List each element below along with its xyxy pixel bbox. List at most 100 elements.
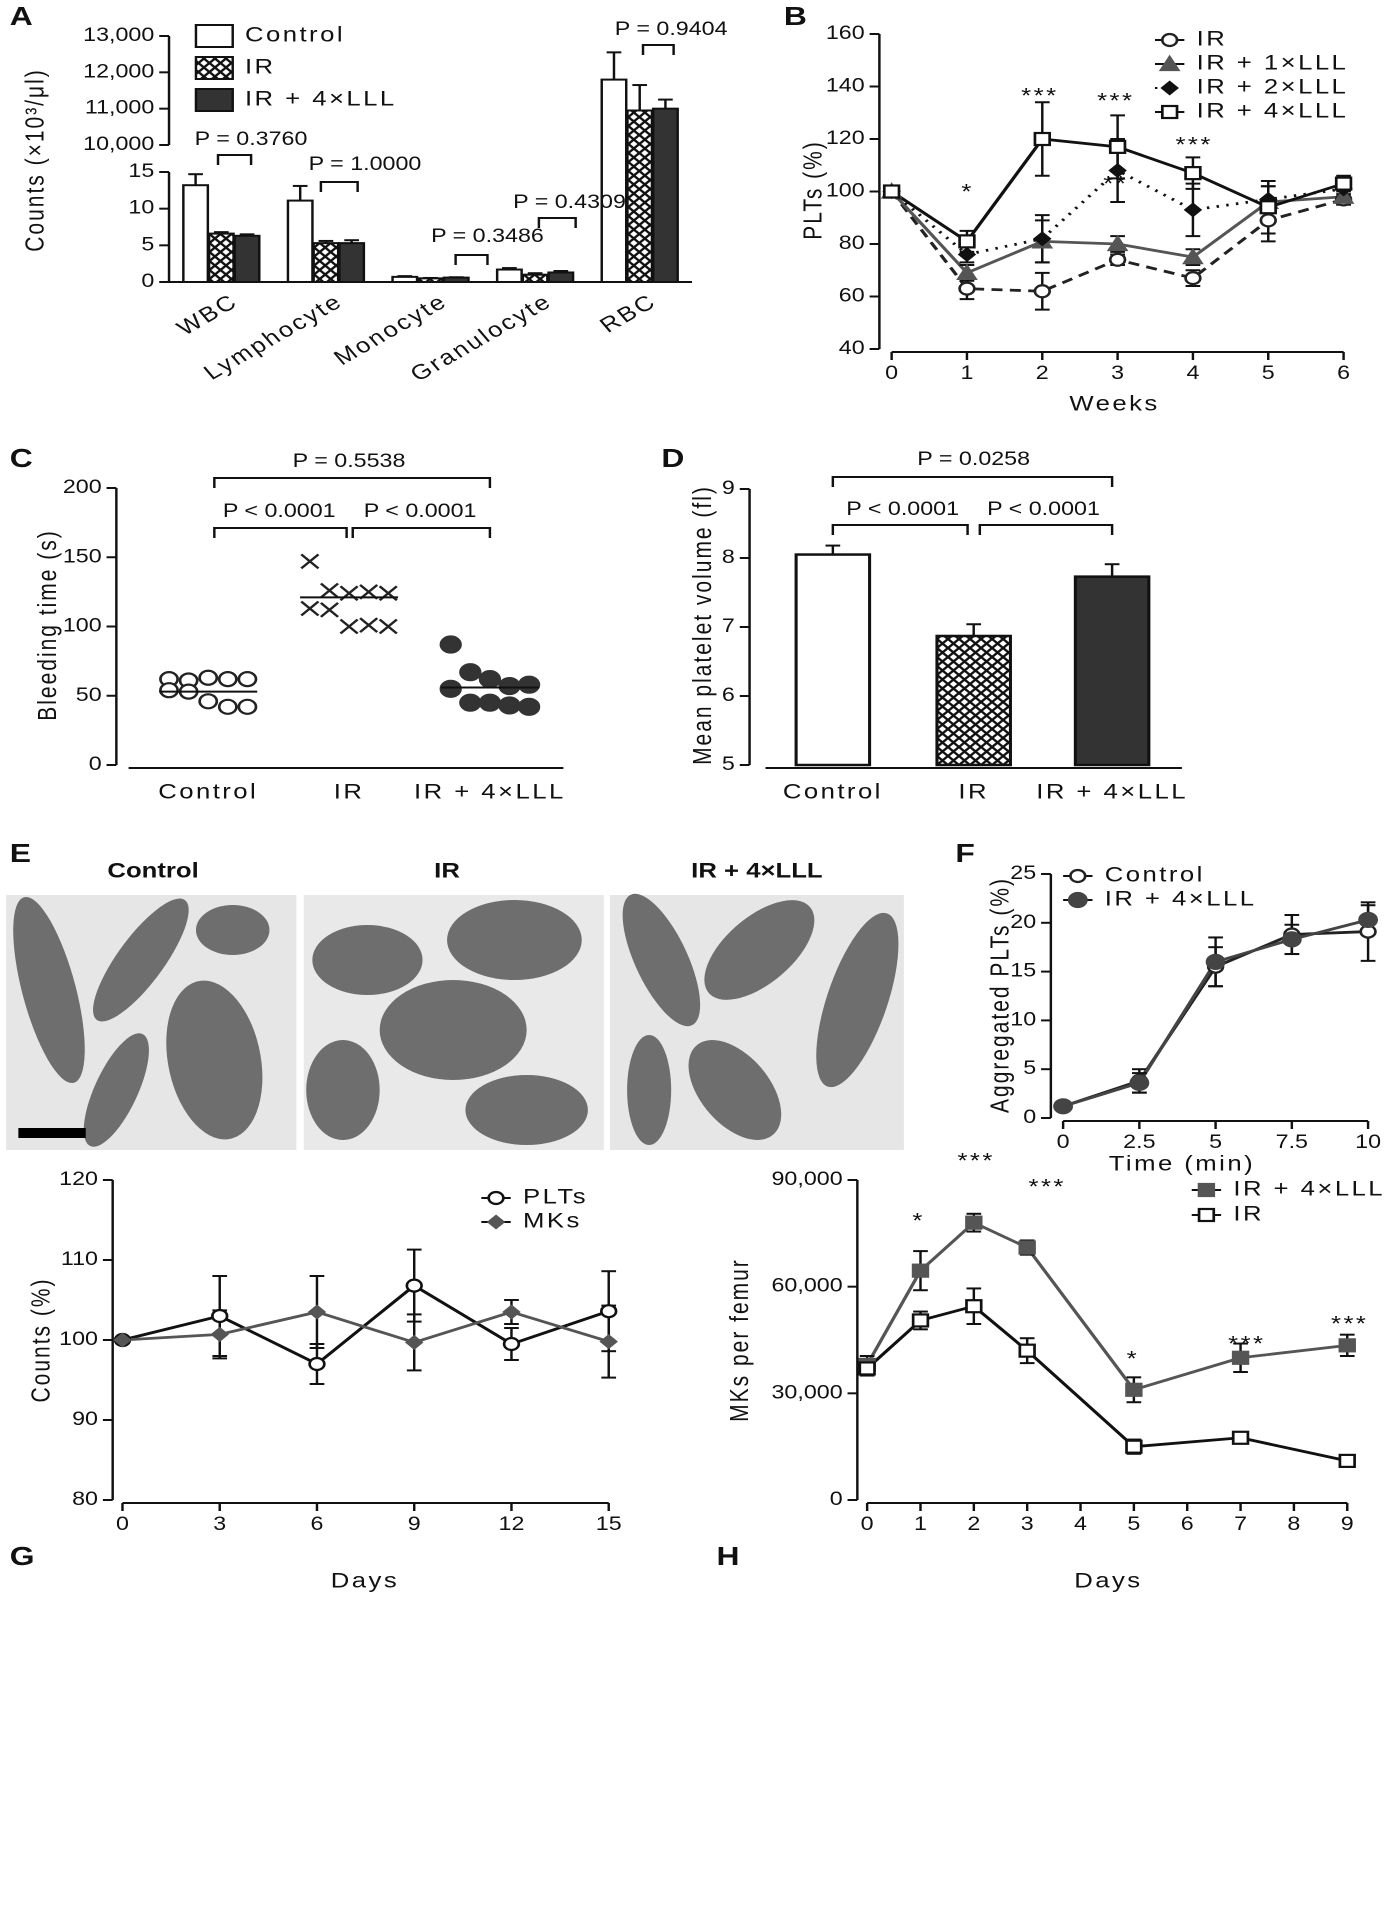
legend-label: IR + 4×LLL [245,87,397,110]
marker [1358,911,1378,928]
marker [1106,234,1129,252]
bar [391,275,419,284]
marker [1334,176,1353,191]
x-tick-label: 3 [1111,362,1124,383]
y-tick-label: 10 [128,197,154,218]
bar [935,634,1012,767]
legend-label: IR [245,55,276,78]
bracket [319,181,359,192]
bar [338,242,366,283]
x-tick-label: 0 [885,362,898,383]
marker [1205,953,1226,970]
marker [217,671,238,688]
y-tick-label: 0 [1023,1106,1036,1127]
legend-marker [1197,1207,1216,1223]
marker [405,1278,423,1293]
annotation: P = 1.0000 [309,153,422,174]
marker [965,1299,983,1314]
marker [1259,213,1277,228]
marker [478,670,502,689]
marker [1033,231,1052,247]
annotation: ** [1103,172,1128,195]
marker [498,696,521,715]
y-tick-label: 90 [72,1408,98,1429]
marker [300,553,320,570]
image-title: IR [434,859,460,882]
legend-marker [1160,80,1179,96]
marker [217,698,238,715]
y-tick-label: 100 [826,180,865,201]
legend-marker [487,1190,505,1206]
y-tick-label: 30,000 [771,1381,842,1402]
marker [198,669,219,686]
marker [1184,271,1202,286]
annotation: P < 0.0001 [987,498,1100,519]
image-title: IR + 4×LLL [691,859,822,882]
annotation: P = 0.3486 [431,225,544,246]
bracket [216,154,253,165]
marker [1183,202,1203,218]
x-tick-label: IR [334,780,365,803]
y-tick-label: 60,000 [771,1275,842,1296]
bar [286,199,314,284]
x-tick-label: 10 [1355,1131,1381,1152]
marker [378,618,398,635]
panel-label: C [10,445,33,474]
marker [1259,200,1277,215]
marker [517,675,541,694]
marker [319,582,339,599]
y-tick-label: 8 [722,546,735,567]
marker [210,1326,229,1342]
legend-swatch [194,56,234,80]
panel-e-images [6,893,904,1150]
y-tick-label: 150 [63,545,102,566]
y-axis-label: PLTs (%) [798,140,826,240]
x-tick-label: RBC [595,289,662,337]
marker [339,618,359,635]
annotation: *** [1331,1312,1368,1335]
marker [319,602,339,618]
y-tick-label: 200 [63,476,102,497]
y-tick-label: 20 [1010,911,1036,932]
x-tick-label: 9 [408,1513,421,1534]
marker [858,1361,876,1376]
x-tick-label: 0 [116,1513,129,1534]
x-tick-label: 12 [499,1513,525,1534]
marker [599,1334,618,1350]
y-tick-label: 120 [826,127,865,148]
annotation: *** [1228,1332,1265,1355]
annotation: P < 0.0001 [223,500,336,521]
x-tick-label: 1 [914,1513,927,1534]
x-tick-label: IR + 4×LLL [1036,780,1188,803]
bracket [213,477,492,488]
y-tick-label: 13,000 [83,24,154,45]
bracket [641,44,675,55]
x-tick-label: IR + 4×LLL [414,780,566,803]
marker [1231,1350,1250,1365]
legend-label: IR + 4×LLL [1197,99,1349,122]
bracket [831,476,1114,487]
x-tick-label: 0 [861,1513,874,1534]
x-tick-label: Control [783,780,883,803]
marker [439,679,462,698]
y-axis-label: Bleeding time (s) [33,529,61,721]
annotation: *** [1029,1175,1066,1198]
marker [1338,1338,1356,1353]
bar [547,271,575,284]
y-axis-label: Mean platelet volume (fl) [688,485,716,765]
y-tick-label: 0 [830,1488,843,1509]
marker [159,682,179,699]
y-axis-label: Counts (×10³/μl) [21,68,49,252]
annotation: P = 0.0258 [917,448,1030,469]
x-axis-label: Days [1074,1569,1142,1592]
legend-marker [1158,54,1181,72]
legend-label: Control [245,23,345,46]
bracket [831,524,969,535]
marker [478,693,502,712]
legend-marker [1067,891,1088,909]
bar [651,107,679,283]
x-axis-label: Weeks [1069,392,1159,415]
y-axis-label: MKs per femur [725,1258,753,1422]
bar [442,276,470,284]
